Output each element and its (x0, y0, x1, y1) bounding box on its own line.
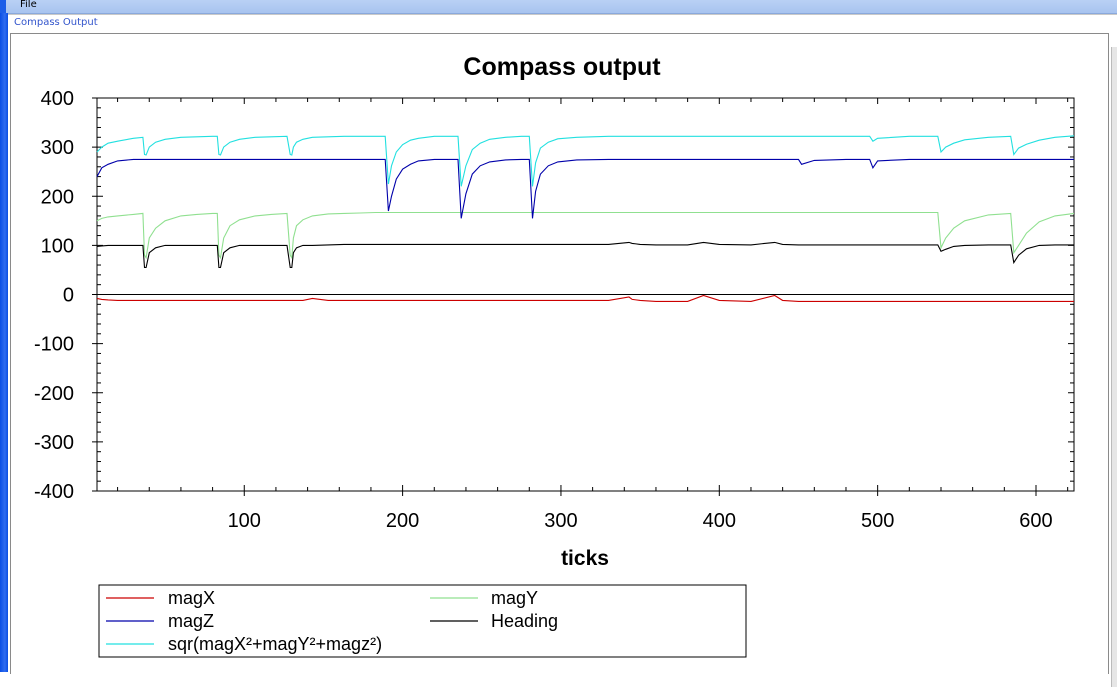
x-axis: 100 200 300 400 500 600 (117, 98, 1069, 532)
series-line-magx (96, 294, 1074, 302)
legend-label-magy: magY (491, 588, 538, 608)
y-tick-label: -100 (34, 334, 74, 356)
legend-box (98, 584, 747, 658)
series-lines (96, 135, 1075, 302)
legend-label-magz: magZ (168, 611, 214, 631)
menu-bar: File (0, 0, 1117, 14)
compass-chart: Compass output 400 300 200 100 0 -100 -200 -300… (34, 53, 1075, 658)
panel-right-scrollbar[interactable] (1111, 47, 1117, 687)
x-tick-label: 400 (703, 510, 736, 532)
y-tick-label: 400 (41, 88, 74, 110)
x-axis-label: ticks (561, 547, 609, 570)
series-line-magnitude (96, 135, 1075, 187)
x-tick-label: 200 (386, 510, 419, 532)
y-tick-label: 200 (41, 186, 74, 208)
y-tick-label: -200 (34, 383, 74, 405)
x-tick-label: 300 (544, 510, 577, 532)
window-left-border (0, 13, 8, 672)
window-edge (0, 0, 6, 13)
x-tick-label: 100 (228, 510, 261, 532)
series-line-heading (96, 241, 1074, 269)
legend: magX magY magZ Heading sqr(magX²+magY²+magz²… (98, 584, 747, 658)
y-tick-label: 300 (41, 137, 74, 159)
series-line-magy (96, 211, 1075, 260)
panel-caption: Compass Output (14, 17, 98, 28)
menu-file[interactable]: File (20, 0, 37, 10)
chart-title: Compass output (463, 53, 661, 81)
y-axis: 400 300 200 100 0 -100 -200 -300 -400 (34, 88, 1074, 503)
y-tick-label: -400 (34, 481, 74, 503)
legend-label-magnitude: sqr(magX²+magY²+magz²) (168, 634, 382, 654)
x-tick-label: 500 (861, 510, 894, 532)
series-line-magz (96, 158, 1074, 219)
y-tick-label: -300 (34, 432, 74, 454)
legend-label-magx: magX (168, 588, 215, 608)
y-tick-label: 0 (63, 285, 74, 307)
y-tick-label: 100 (41, 235, 74, 257)
x-tick-label: 600 (1019, 510, 1052, 532)
legend-label-heading: Heading (491, 611, 558, 631)
